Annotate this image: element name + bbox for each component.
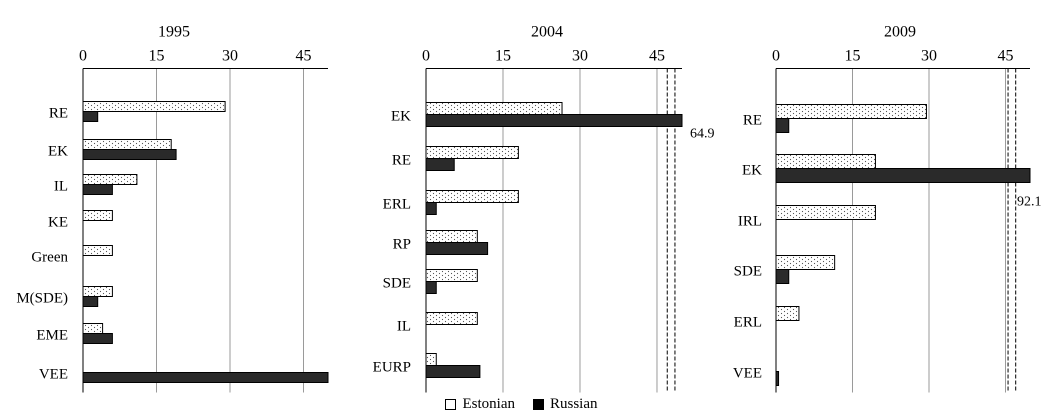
category-label: ERL (734, 315, 762, 331)
x-tick-labels: 0 15 30 45 (79, 48, 312, 65)
legend-label-estonian: Estonian (462, 395, 515, 412)
bars (775, 104, 1031, 386)
category-label: RE (392, 153, 411, 169)
bar-russian (775, 269, 790, 284)
data-label-ek-russian: 64.9 (690, 127, 715, 142)
bar-russian (425, 242, 489, 255)
category-label: EK (391, 109, 411, 125)
bar-estonian (82, 286, 113, 297)
legend-label-russian: Russian (549, 395, 598, 412)
bar-russian (82, 333, 113, 344)
bar-estonian (82, 101, 226, 112)
category-label: EME (36, 328, 68, 344)
bar-estonian (425, 353, 437, 366)
y-tick-labels: RE EK IL KE Green M(SDE) EME VEE (16, 106, 68, 383)
bar-estonian (82, 323, 104, 334)
panel-title: 2004 (531, 24, 563, 41)
bar-russian (82, 296, 99, 307)
gridlines (852, 68, 1006, 393)
x-tick-label: 45 (296, 48, 312, 65)
category-label: RE (743, 113, 762, 129)
category-label: ERL (383, 197, 411, 213)
x-tick-label: 30 (921, 48, 937, 65)
category-label: IL (54, 179, 68, 195)
category-label: IRL (738, 214, 762, 230)
bar-estonian (82, 139, 172, 150)
x-tick-label: 15 (495, 48, 511, 65)
bar-russian (425, 281, 437, 294)
bar-russian (82, 184, 113, 195)
bar-russian (82, 372, 329, 383)
category-label: KE (48, 215, 68, 231)
bar-estonian (775, 154, 876, 169)
category-label: SDE (734, 264, 762, 280)
bar-russian (775, 118, 790, 133)
bar-estonian (775, 306, 800, 321)
bar-estonian (425, 146, 519, 159)
category-label: EURP (373, 360, 411, 376)
panel-title: 1995 (158, 24, 190, 41)
x-tick-label: 0 (79, 48, 87, 65)
bar-estonian (425, 312, 478, 325)
x-tick-label: 45 (998, 48, 1014, 65)
russian-swatch-icon (532, 398, 544, 410)
bar-russian (82, 149, 177, 160)
estonian-swatch-icon (445, 398, 457, 410)
chart-panel-1995: 1995 0 15 30 45 RE EK IL KE Green M(SDE)… (16, 24, 329, 393)
bars (82, 101, 329, 383)
legend-item-russian: Russian (532, 395, 598, 413)
x-tick-label: 30 (222, 48, 238, 65)
bar-estonian (775, 255, 836, 270)
category-label: Green (31, 250, 68, 266)
legend-item-estonian: Estonian (445, 396, 515, 413)
category-label: EK (742, 163, 762, 179)
bar-estonian (425, 190, 519, 203)
bar-estonian (425, 230, 478, 243)
category-label: RE (49, 106, 68, 122)
bar-estonian (775, 205, 876, 220)
category-label: M(SDE) (16, 291, 68, 307)
y-tick-labels: EK RE ERL RP SDE IL EURP (373, 109, 412, 376)
x-tick-label: 0 (422, 48, 430, 65)
data-label-ek-russian: 92.1 (1017, 195, 1042, 210)
bar-russian (775, 168, 1031, 183)
panel-title: 2009 (884, 24, 916, 41)
bar-russian (775, 371, 780, 386)
x-tick-label: 45 (649, 48, 665, 65)
y-tick-labels: RE EK IRL SDE ERL VEE (733, 113, 762, 382)
bar-estonian (425, 269, 478, 282)
category-label: SDE (383, 276, 411, 292)
x-tick-labels: 0 15 30 45 (772, 48, 1014, 65)
x-tick-label: 0 (772, 48, 780, 65)
category-label: IL (397, 319, 411, 335)
bar-russian (82, 111, 99, 122)
legend: Estonian Russian (0, 393, 1043, 415)
gridlines (156, 68, 304, 393)
x-tick-label: 15 (149, 48, 165, 65)
category-label: RP (393, 237, 411, 253)
bar-estonian (775, 104, 927, 119)
axis-break (1007, 68, 1017, 393)
category-label: EK (48, 144, 68, 160)
category-label: VEE (733, 366, 762, 382)
chart-panel-2009: 2009 0 15 30 45 RE EK IRL SDE ERL VEE 92… (733, 24, 1042, 393)
bar-estonian (82, 245, 113, 256)
bars (425, 102, 683, 378)
x-tick-labels: 0 15 30 45 (422, 48, 665, 65)
bar-estonian (82, 174, 138, 185)
bar-estonian (82, 210, 113, 221)
bar-russian (425, 158, 455, 171)
bar-russian (425, 202, 437, 215)
x-tick-label: 30 (572, 48, 588, 65)
category-label: VEE (39, 367, 68, 383)
bar-russian (425, 114, 683, 127)
x-tick-label: 15 (845, 48, 861, 65)
bar-estonian (425, 102, 563, 115)
chart-panel-2004: 2004 0 15 30 45 EK RE ERL RP SDE IL EURP… (373, 24, 715, 393)
bar-russian (425, 365, 481, 378)
